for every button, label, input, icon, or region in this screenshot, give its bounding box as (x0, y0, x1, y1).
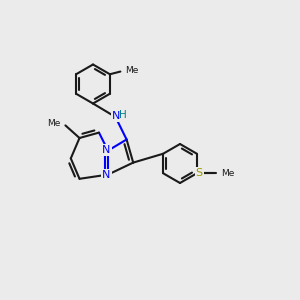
Text: H: H (119, 110, 127, 120)
Text: Me: Me (125, 66, 138, 75)
Text: N: N (112, 111, 120, 121)
Text: N: N (102, 170, 111, 180)
Text: S: S (196, 168, 203, 178)
Text: Me: Me (46, 118, 60, 127)
Text: Me: Me (221, 169, 234, 178)
Text: N: N (102, 145, 111, 155)
